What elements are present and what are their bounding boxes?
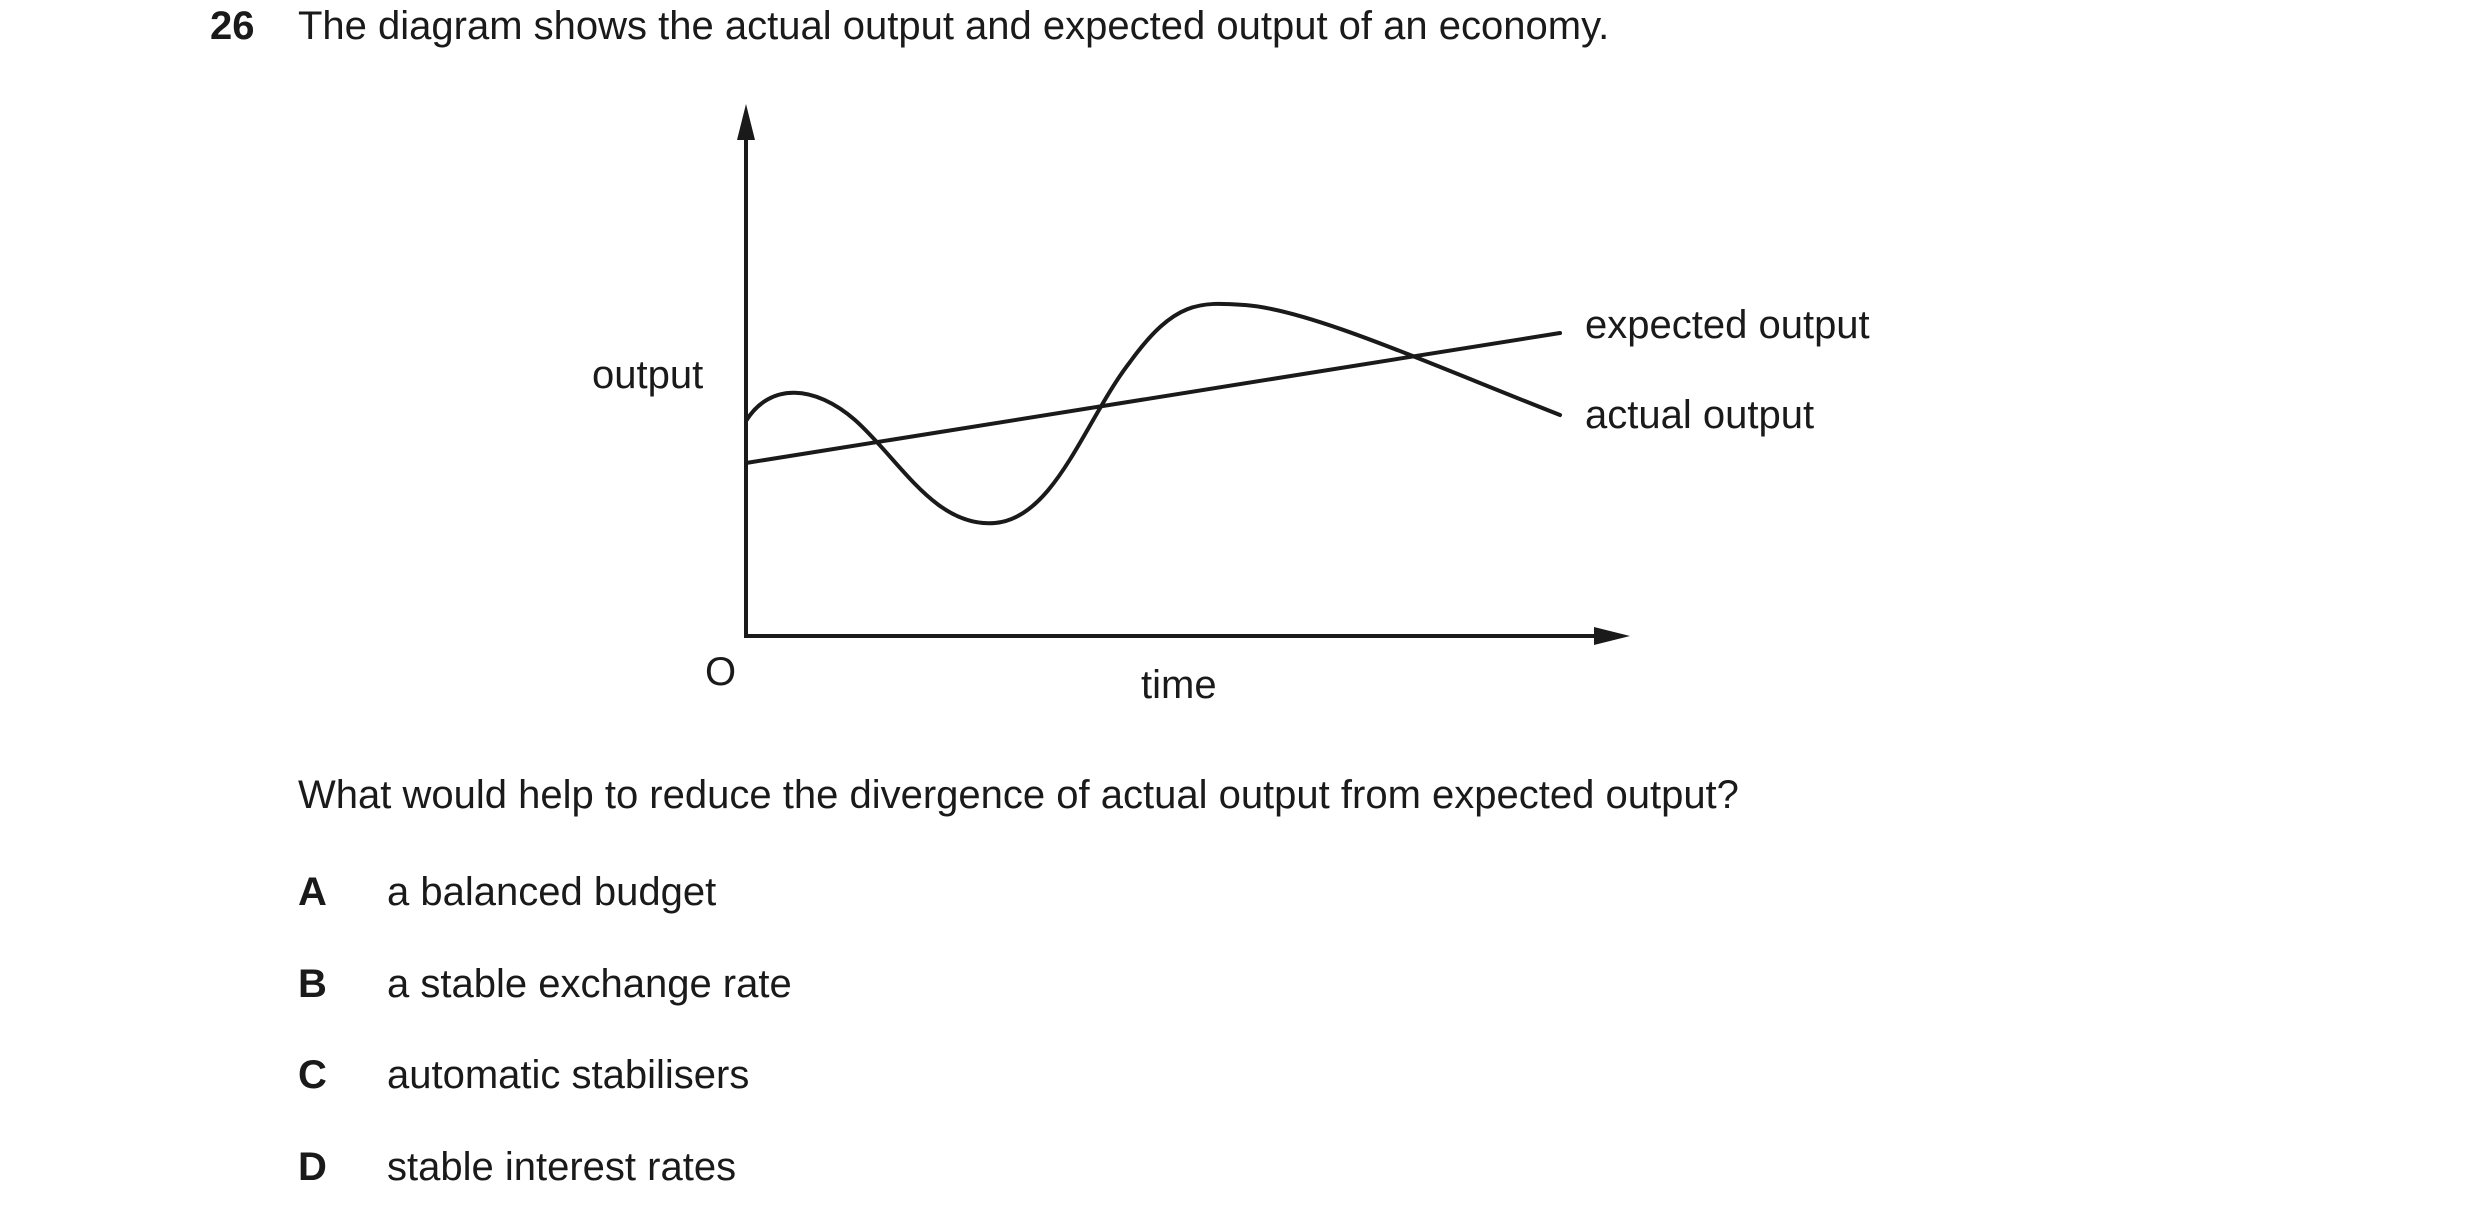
option-text: a balanced budget xyxy=(387,870,717,914)
y-axis-label: output xyxy=(592,353,703,397)
option-text: a stable exchange rate xyxy=(387,962,792,1006)
y-axis-arrow xyxy=(737,104,755,140)
x-axis-label: time xyxy=(1141,663,1217,707)
option-letter: B xyxy=(298,962,327,1006)
expected-output-label: expected output xyxy=(1585,303,1870,347)
option-c[interactable]: C automatic stabilisers xyxy=(298,1051,749,1099)
question-prompt: What would help to reduce the divergence… xyxy=(298,773,1739,817)
origin-label: O xyxy=(705,650,736,694)
option-letter: D xyxy=(298,1145,327,1189)
expected-output-line xyxy=(744,331,1562,465)
x-axis-arrow xyxy=(1594,627,1630,645)
output-diagram: output O time expected output actual out… xyxy=(592,104,1870,707)
question-stem: The diagram shows the actual output and … xyxy=(298,4,1610,48)
question-number: 26 xyxy=(210,4,255,48)
option-letter: C xyxy=(298,1053,327,1097)
option-text: stable interest rates xyxy=(387,1145,737,1189)
option-text: automatic stabilisers xyxy=(387,1053,750,1097)
option-letter: A xyxy=(298,870,327,914)
actual-output-label: actual output xyxy=(1585,393,1814,437)
option-d[interactable]: D stable interest rates xyxy=(298,1143,736,1191)
option-b[interactable]: B a stable exchange rate xyxy=(298,960,792,1008)
option-a[interactable]: A a balanced budget xyxy=(298,868,716,916)
actual-output-curve xyxy=(744,301,1562,526)
